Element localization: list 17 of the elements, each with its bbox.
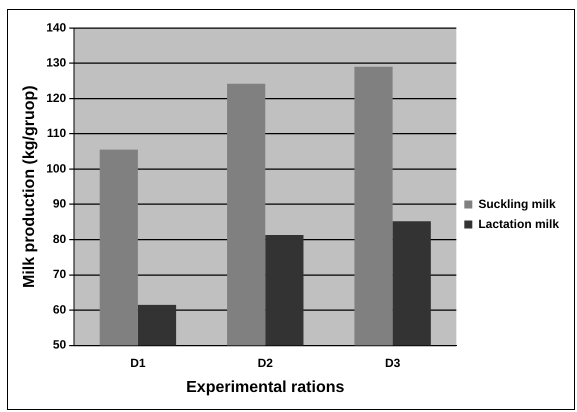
y-tick-label: 120 xyxy=(46,90,67,105)
y-axis-title: Milk production (kg/gruop) xyxy=(21,85,38,288)
y-tick-label: 80 xyxy=(52,232,67,246)
y-tick-label: 50 xyxy=(52,338,67,352)
legend-label: Suckling milk xyxy=(478,196,556,211)
x-tick-label: D2 xyxy=(258,356,274,370)
x-tick-label: D1 xyxy=(130,356,146,370)
x-axis-title: Experimental rations xyxy=(186,378,345,396)
y-tick-label: 70 xyxy=(52,267,67,282)
y-tick-label: 60 xyxy=(52,302,67,316)
y-tick-label: 140 xyxy=(46,20,67,34)
y-tick-label: 110 xyxy=(46,126,67,140)
legend-label: Lactation milk xyxy=(478,216,560,231)
y-tick-label: 90 xyxy=(52,196,67,211)
y-tick-label: 130 xyxy=(46,56,67,70)
y-tick-label: 100 xyxy=(46,161,67,176)
x-tick-label: D3 xyxy=(384,356,401,370)
